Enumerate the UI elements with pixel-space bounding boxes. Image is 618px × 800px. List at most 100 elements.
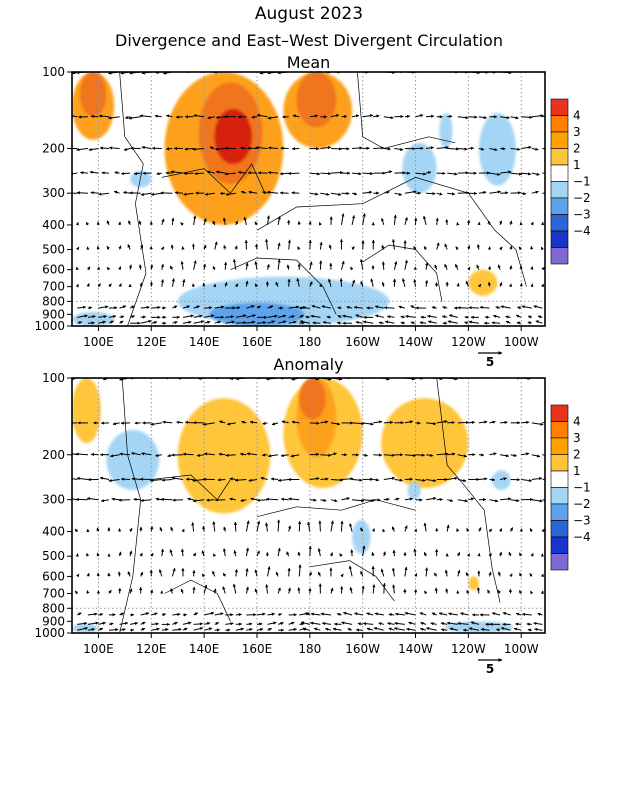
wind-vector [75, 283, 79, 288]
wind-vector [90, 191, 99, 195]
wind-vector [378, 622, 384, 626]
wind-vector [348, 565, 353, 577]
wind-vector [129, 305, 135, 309]
wind-vector [478, 477, 488, 481]
wind-vector [254, 221, 258, 226]
wind-vector [352, 421, 365, 426]
wind-vector [240, 190, 247, 194]
y-tick-label: 100 [42, 65, 65, 79]
wind-vector [447, 147, 460, 151]
wind-vector [270, 477, 279, 481]
wind-vector [426, 496, 437, 501]
wind-vector [246, 622, 253, 626]
wind-vector [108, 146, 120, 150]
wind-vector [468, 420, 476, 425]
wind-vector [201, 550, 205, 557]
wind-vector [342, 611, 353, 616]
wind-vector [77, 612, 82, 616]
wind-vector [267, 146, 279, 150]
wind-vector [77, 321, 83, 325]
x-tick-label: 180 [298, 335, 321, 349]
wind-vector [98, 305, 109, 309]
y-tick-label: 900 [42, 307, 65, 321]
wind-vector [267, 305, 274, 309]
wind-vector [90, 114, 99, 118]
x-tick-label: 160W [345, 335, 380, 349]
wind-vector [292, 114, 300, 118]
wind-vector [447, 452, 456, 456]
wind-vector [187, 497, 194, 501]
wind-vector [85, 221, 90, 226]
wind-vector [277, 478, 289, 482]
wind-vector [332, 627, 342, 631]
wind-vector [202, 422, 215, 426]
wind-vector [160, 279, 165, 287]
wind-vector [430, 622, 437, 626]
colorbar-label: 2 [573, 448, 581, 462]
wind-vector [489, 147, 498, 152]
wind-vector [77, 314, 88, 318]
x-tick-label: 180 [298, 642, 321, 656]
wind-vector [362, 545, 366, 557]
wind-vector [425, 262, 429, 270]
wind-vector [248, 478, 258, 482]
wind-vector [234, 478, 247, 482]
wind-vector [249, 420, 258, 424]
wind-vector [495, 628, 501, 632]
wind-vector [108, 613, 116, 617]
wind-vector [488, 571, 492, 577]
wind-vector [426, 146, 435, 150]
divergence-region [352, 519, 371, 555]
colorbar-cell [550, 197, 569, 215]
wind-vector [113, 190, 120, 194]
wind-vector [444, 243, 448, 250]
wind-vector [212, 266, 216, 270]
wind-vector [75, 452, 88, 456]
plot-frame [71, 377, 546, 634]
wind-vector [516, 321, 522, 325]
wind-vector [374, 305, 384, 309]
wind-vector [361, 585, 365, 594]
wind-vector [423, 552, 428, 557]
colorbar-label: −3 [573, 514, 591, 528]
wind-vector [381, 281, 385, 287]
wind-vector [288, 305, 300, 309]
colorbar-label: −4 [573, 530, 591, 544]
wind-vector [118, 266, 122, 270]
wind-vector [184, 420, 194, 425]
wind-vector [531, 499, 543, 503]
wind-vector [108, 283, 112, 288]
wind-vector [521, 478, 533, 483]
wind-vector [291, 420, 300, 424]
wind-vector [478, 115, 488, 120]
wind-vector [521, 145, 532, 150]
wind-vector [447, 114, 453, 119]
wind-vector [309, 261, 313, 270]
wind-vector [155, 453, 162, 457]
wind-vector [434, 264, 438, 270]
wind-vector [225, 315, 235, 319]
wind-vector [128, 116, 141, 120]
wind-vector [96, 552, 100, 557]
wind-vector [498, 551, 503, 557]
wind-vector [151, 320, 158, 325]
wind-vector [381, 217, 385, 226]
wind-vector [76, 191, 88, 195]
wind-vector [322, 320, 332, 325]
wind-vector [165, 114, 173, 118]
wind-vector [456, 222, 460, 226]
wind-vector [392, 549, 396, 557]
wind-vector [521, 191, 527, 196]
wind-vector [533, 621, 543, 626]
wind-vector [530, 590, 534, 595]
wind-vector [404, 216, 408, 226]
wind-vector [277, 613, 283, 617]
wind-vector [87, 306, 93, 310]
wind-vector [182, 314, 194, 318]
wind-vector [119, 305, 127, 309]
wind-vector [170, 588, 174, 594]
wind-vector [464, 321, 469, 325]
wind-vector [171, 567, 176, 577]
wind-vector [277, 587, 281, 594]
wind-vector [448, 314, 458, 318]
